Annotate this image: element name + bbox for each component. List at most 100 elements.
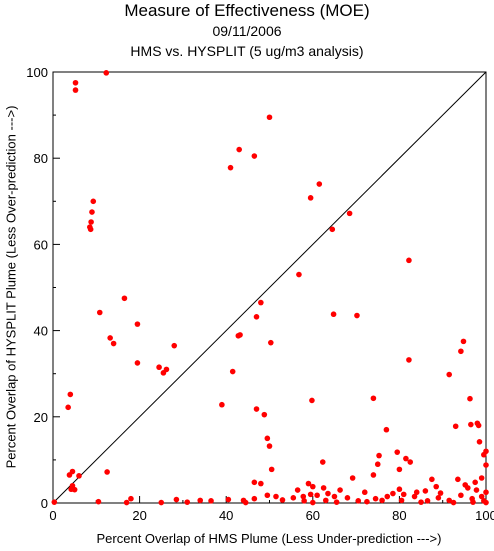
data-point (349, 475, 356, 481)
data-point (403, 455, 409, 462)
data-point (251, 479, 258, 486)
data-point (396, 486, 403, 493)
data-point (314, 492, 320, 499)
data-point (422, 488, 429, 494)
data-point (296, 271, 302, 278)
data-point (89, 209, 95, 215)
data-point (268, 466, 275, 473)
data-point (88, 219, 94, 225)
data-point (361, 489, 368, 496)
data-point (267, 339, 274, 346)
data-point (72, 87, 79, 93)
data-point (455, 476, 461, 483)
y-tick-label: 80 (34, 151, 48, 166)
data-point (470, 499, 476, 505)
data-point (322, 497, 329, 504)
data-point (376, 452, 382, 459)
y-tick-label: 20 (34, 410, 48, 425)
data-point (370, 472, 377, 478)
data-point (309, 397, 315, 404)
y-tick-label: 60 (34, 237, 48, 252)
data-point (121, 295, 128, 302)
data-point (473, 487, 480, 493)
data-point (437, 490, 444, 496)
data-point (478, 493, 485, 500)
data-point (235, 332, 242, 339)
data-point (354, 312, 360, 319)
data-point (396, 466, 403, 473)
data-point (67, 391, 74, 398)
data-point (398, 497, 405, 504)
data-point (331, 493, 338, 500)
data-point (400, 491, 407, 498)
data-point (95, 498, 102, 505)
data-point (424, 498, 431, 504)
data-point (184, 499, 191, 505)
data-point (71, 486, 78, 493)
data-point (123, 499, 130, 506)
data-point (236, 146, 242, 153)
x-tick-label: 60 (306, 508, 320, 523)
data-point (478, 475, 485, 481)
data-point (384, 493, 391, 500)
data-point (370, 395, 377, 402)
data-point (307, 491, 314, 498)
data-point (333, 499, 340, 505)
data-point (383, 426, 390, 433)
data-point (300, 493, 307, 500)
data-point (264, 492, 271, 499)
data-point (251, 153, 258, 159)
data-point (364, 498, 370, 505)
data-point (344, 495, 351, 501)
data-point (128, 495, 134, 502)
data-point (472, 479, 478, 486)
data-point (134, 360, 141, 366)
data-point (406, 357, 412, 363)
data-point (458, 348, 464, 355)
data-point (476, 438, 483, 445)
data-point (483, 462, 489, 468)
data-point (372, 495, 379, 502)
data-point (103, 70, 110, 76)
data-point (76, 473, 82, 479)
data-point (319, 459, 326, 465)
data-point (390, 490, 396, 497)
data-point (325, 490, 331, 497)
data-point (337, 487, 343, 493)
data-point (394, 449, 401, 455)
data-point (261, 411, 268, 418)
data-point (229, 368, 236, 375)
data-point (208, 498, 214, 504)
data-point (433, 483, 440, 490)
data-point (346, 210, 353, 217)
data-point (279, 497, 286, 503)
data-point (310, 483, 316, 490)
data-point (273, 493, 279, 500)
data-point (452, 423, 459, 430)
data-point (242, 499, 249, 506)
data-point (66, 472, 73, 478)
data-point (72, 79, 79, 86)
data-point (110, 340, 117, 347)
x-tick-label: 20 (132, 508, 146, 523)
data-point (305, 480, 312, 487)
data-point (156, 364, 162, 371)
data-point (413, 489, 420, 496)
y-axis-label: Percent Overlap of HYSPLIT Plume (Less O… (3, 105, 19, 469)
data-point (411, 493, 418, 500)
data-point (173, 496, 180, 503)
data-point (266, 443, 273, 449)
data-point (251, 495, 258, 502)
data-point (435, 495, 442, 501)
y-tick-label: 40 (34, 324, 48, 339)
data-point (418, 499, 424, 505)
data-point (96, 309, 103, 316)
y-tick-label: 100 (26, 65, 48, 80)
data-point (450, 499, 457, 506)
data-point (446, 497, 452, 504)
x-axis-label: Percent Overlap of HMS Plume (Less Under… (96, 531, 442, 546)
data-point (266, 114, 273, 121)
data-point (355, 498, 362, 504)
data-point (171, 342, 178, 349)
